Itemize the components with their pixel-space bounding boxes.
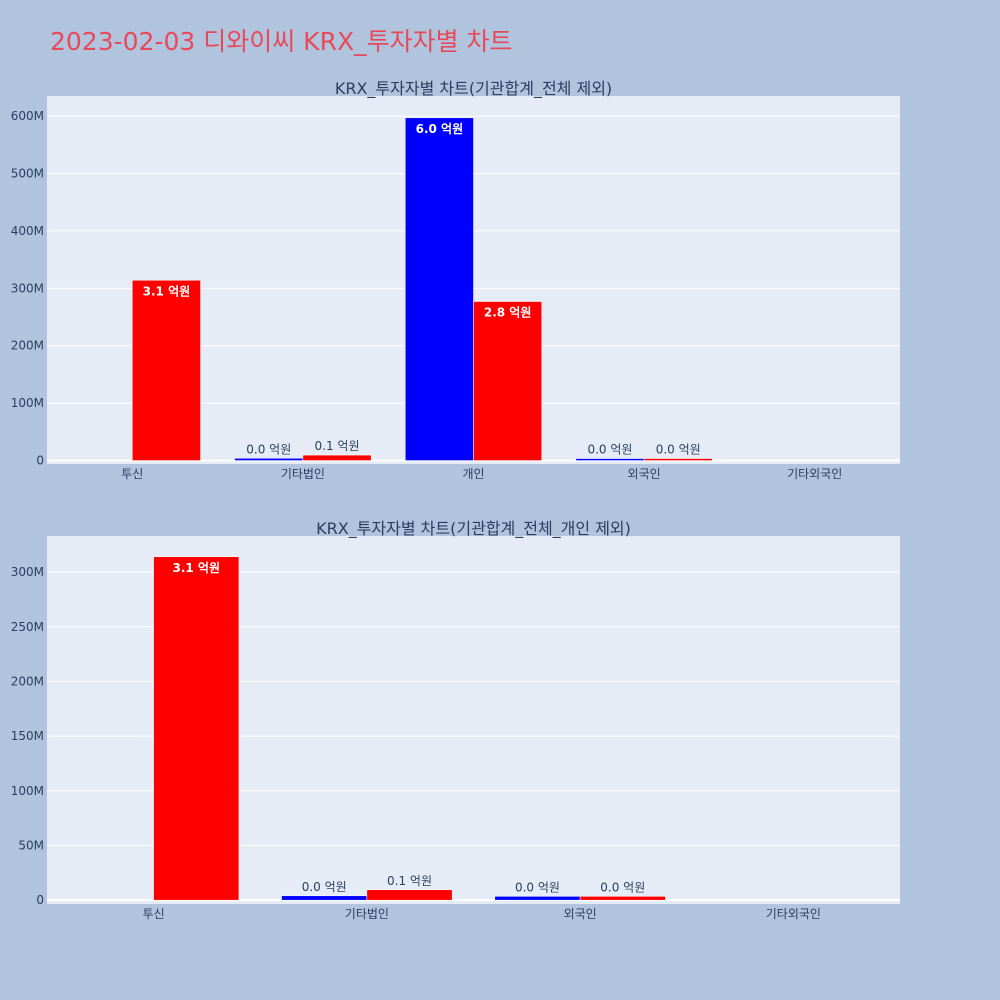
y-tick-label: 0: [36, 893, 44, 907]
x-tick-label: 개인: [462, 467, 484, 481]
bar-data-label: 0.0 억원: [656, 443, 701, 457]
bar: [643, 458, 713, 461]
y-tick-label: 250M: [11, 620, 44, 634]
bar-data-label: 0.1 억원: [315, 439, 360, 453]
bar: [575, 458, 645, 461]
x-tick-label: 투신: [143, 907, 165, 921]
bar-data-label: 0.0 억원: [600, 880, 645, 894]
chart-title: KRX_투자자별 차트(기관합계_전체 제외): [335, 79, 612, 99]
page-title: 2023-02-03 디와이씨 KRX_투자자별 차트: [50, 27, 513, 56]
y-tick-label: 500M: [11, 167, 44, 181]
x-tick-label: 기타법인: [345, 907, 389, 921]
bar-data-label: 0.0 억원: [515, 880, 560, 894]
bar-data-label: 6.0 억원: [416, 122, 464, 136]
bar: [132, 280, 201, 461]
y-tick-label: 150M: [11, 729, 44, 743]
bar: [473, 301, 542, 461]
bar: [366, 889, 453, 901]
x-tick-label: 외국인: [564, 907, 597, 921]
y-tick-label: 400M: [11, 224, 44, 238]
bar: [281, 895, 368, 901]
bar: [405, 117, 474, 461]
bar-data-label: 3.1 억원: [143, 284, 191, 298]
x-tick-label: 외국인: [628, 467, 661, 481]
bar: [234, 458, 304, 461]
y-tick-label: 100M: [11, 396, 44, 410]
y-tick-label: 600M: [11, 109, 44, 123]
y-tick-label: 200M: [11, 674, 44, 688]
x-tick-label: 투신: [121, 467, 143, 481]
bar-data-label: 2.8 억원: [484, 306, 532, 320]
bar: [153, 556, 240, 901]
bar: [302, 454, 372, 461]
bar-data-label: 0.1 억원: [387, 874, 432, 888]
x-tick-label: 기타외국인: [787, 467, 842, 481]
chart-title: KRX_투자자별 차트(기관합계_전체_개인 제외): [316, 519, 631, 539]
y-tick-label: 50M: [18, 838, 44, 852]
y-tick-label: 100M: [11, 784, 44, 798]
y-tick-label: 200M: [11, 339, 44, 353]
bar-data-label: 0.0 억원: [587, 443, 632, 457]
x-tick-label: 기타법인: [281, 467, 325, 481]
bar-data-label: 0.0 억원: [302, 880, 347, 894]
y-tick-label: 300M: [11, 565, 44, 579]
bar: [494, 896, 581, 901]
y-tick-label: 300M: [11, 281, 44, 295]
x-tick-label: 기타외국인: [766, 907, 821, 921]
y-tick-label: 0: [36, 454, 44, 468]
bar-data-label: 3.1 억원: [173, 561, 221, 575]
bar-data-label: 0.0 억원: [246, 442, 291, 456]
bar: [579, 896, 666, 901]
